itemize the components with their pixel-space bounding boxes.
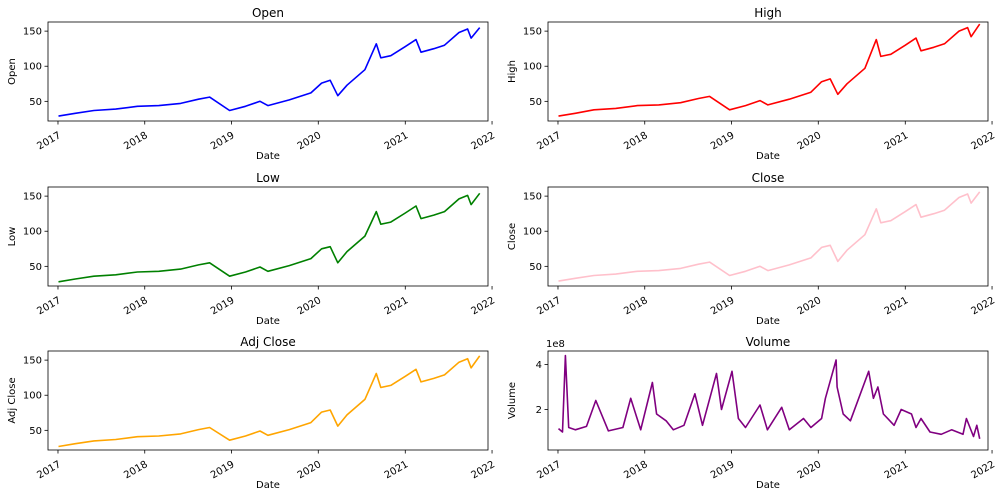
x-tick-label: 2019 [209,295,237,317]
axes-frame [547,21,989,122]
series-line [558,23,981,117]
x-tick-label: 2018 [122,459,150,481]
y-tick-label: 150 [23,356,42,367]
x-tick-label: 2017 [535,130,563,152]
x-tick-label: 2017 [535,459,563,481]
x-tick-label: 2021 [883,130,911,152]
y-tick-label: 100 [523,62,542,73]
x-axis-label: Date [256,151,280,162]
x-tick-label: 2021 [383,130,411,152]
subplot-title: Low [256,171,280,185]
subplot-volume: Volume 2 4 2017 2018 2019 2020 2021 2022 Date Volu… [507,335,997,491]
y-tick-label: 100 [23,391,42,402]
y-tick-label: 50 [29,97,42,108]
axes-frame [47,186,489,287]
x-tick-label: 2021 [383,459,411,481]
x-axis-label: Date [256,316,280,327]
subplot-title: Open [252,6,284,20]
x-tick-label: 2020 [796,459,824,481]
y-tick-label: 50 [29,426,42,437]
x-axis-label: Date [756,151,780,162]
y-tick-label: 100 [23,227,42,238]
x-tick-label: 2019 [709,295,737,317]
y-tick-label: 50 [529,262,542,273]
x-tick-label: 2020 [296,295,324,317]
x-tick-label: 2018 [622,459,650,481]
offset-text: 1e8 [546,339,565,350]
x-tick-label: 2020 [796,295,824,317]
subplot-title: Volume [746,335,791,349]
x-tick-label: 2020 [796,130,824,152]
subplot-close: Close 50 100 150 2017 2018 2019 2020 2021 2022 Dat… [507,171,997,327]
axes-frame [547,350,989,451]
y-tick-label: 50 [529,97,542,108]
x-tick-label: 2019 [709,130,737,152]
subplot-adj-close: Adj Close 50 100 150 2017 2018 2019 2020 2021 202… [7,335,497,491]
y-tick-label: 150 [23,27,42,38]
x-tick-label: 2017 [535,295,563,317]
x-tick-label: 2021 [383,295,411,317]
y-tick-label: 4 [536,360,542,371]
y-axis-label: Adj Close [7,377,18,423]
y-axis-label: Low [7,227,18,247]
y-axis-label: Volume [507,382,518,419]
subplot-title: High [754,6,782,20]
x-tick-label: 2018 [622,130,650,152]
x-tick-label: 2017 [35,459,63,481]
x-tick-label: 2022 [969,295,997,317]
x-tick-label: 2022 [469,459,497,481]
x-axis-label: Date [256,480,280,491]
x-axis-label: Date [756,480,780,491]
x-tick-label: 2019 [709,459,737,481]
subplot-title: Adj Close [240,335,295,349]
series-line [58,27,481,117]
axes-frame [547,186,989,287]
x-tick-label: 2021 [883,459,911,481]
series-line [58,355,481,448]
x-tick-label: 2020 [296,459,324,481]
x-tick-label: 2019 [209,130,237,152]
y-tick-label: 150 [523,27,542,38]
series-line [58,192,481,283]
x-tick-label: 2022 [469,295,497,317]
x-tick-label: 2017 [35,295,63,317]
y-tick-label: 150 [523,192,542,203]
x-tick-label: 2022 [969,130,997,152]
series-line [557,354,981,439]
y-tick-label: 100 [523,227,542,238]
y-tick-label: 2 [536,405,542,416]
y-tick-label: 100 [23,62,42,73]
subplot-high: High 50 100 150 2017 2018 2019 2020 2021 2022 Date… [507,6,997,162]
axes-frame [47,21,489,122]
x-tick-label: 2020 [296,130,324,152]
x-tick-label: 2018 [622,295,650,317]
y-tick-label: 150 [23,192,42,203]
axes-frame [47,350,489,451]
x-tick-label: 2021 [883,295,911,317]
y-axis-label: Open [7,58,18,85]
subplot-low: Low 50 100 150 2017 2018 2019 2020 2021 2022 Date L… [7,171,497,327]
x-tick-label: 2022 [969,459,997,481]
x-tick-label: 2022 [469,130,497,152]
y-axis-label: Close [507,223,518,250]
subplot-open: Open 50 100 150 2017 2018 2019 2020 2021 2022 Date… [7,6,497,162]
x-tick-label: 2018 [122,130,150,152]
x-tick-label: 2018 [122,295,150,317]
y-axis-label: High [507,60,518,83]
subplot-title: Close [752,171,785,185]
y-tick-label: 50 [29,262,42,273]
series-line [558,191,981,282]
x-tick-label: 2017 [35,130,63,152]
x-axis-label: Date [756,316,780,327]
x-tick-label: 2019 [209,459,237,481]
